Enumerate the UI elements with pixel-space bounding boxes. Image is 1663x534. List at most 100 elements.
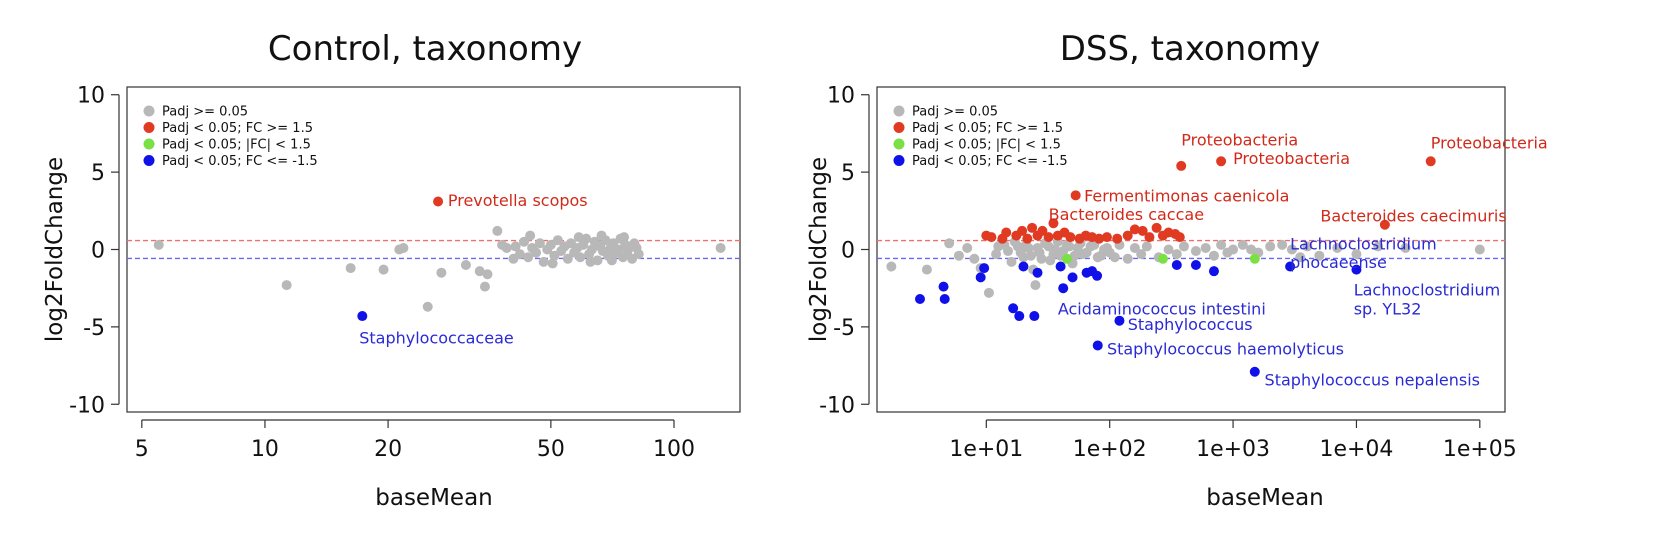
- x-tick-label: 50: [537, 437, 565, 462]
- data-point-grey: [1400, 242, 1411, 253]
- y-tick-label: 10: [77, 84, 105, 109]
- legend-marker: [143, 155, 155, 166]
- x-tick-label: 5: [135, 437, 149, 462]
- data-point-blue: [1032, 267, 1043, 278]
- data-point-blue: [1092, 270, 1103, 281]
- point-annotation: Staphylococcus haemolyticus: [1107, 340, 1344, 359]
- data-point-grey: [581, 233, 592, 244]
- plot-frame: [126, 86, 741, 413]
- data-point-grey: [514, 249, 525, 260]
- legend-marker: [143, 105, 155, 117]
- y-tick-label: -5: [83, 316, 105, 341]
- data-point-grey: [1015, 247, 1026, 258]
- data-point-grey: [1190, 246, 1201, 257]
- dss-panel: 10 5 0 -5 -10 1e+01 1e+02 1e+03 1e+04 1e+05 DSS, t…: [806, 29, 1548, 511]
- data-point-blue: [1067, 272, 1078, 283]
- data-point-blue: [1029, 311, 1040, 322]
- data-point-grey: [547, 258, 558, 269]
- x-axis-title: baseMean: [1206, 485, 1324, 511]
- legend-marker: [143, 122, 155, 133]
- data-point-grey: [479, 281, 490, 292]
- data-point-green: [1249, 253, 1260, 264]
- data-point-grey: [1178, 241, 1189, 252]
- legend-marker: [143, 138, 155, 150]
- data-point-red: [433, 196, 444, 207]
- data-point-grey: [1265, 241, 1276, 252]
- data-point-grey: [510, 241, 521, 252]
- data-point-blue: [1014, 311, 1025, 322]
- data-point-grey: [492, 225, 503, 236]
- x-axis-title: baseMean: [375, 485, 493, 511]
- data-point-red: [1379, 219, 1390, 230]
- point-annotation: Prevotella scopos: [448, 191, 588, 210]
- y-tick-label: 5: [91, 161, 105, 186]
- legend-marker: [893, 138, 905, 150]
- data-point-grey: [944, 238, 955, 249]
- x-tick-label: 1e+05: [1443, 437, 1517, 462]
- data-point-grey: [398, 242, 409, 253]
- y-axis-title: log2FoldChange: [42, 157, 68, 342]
- plot-frame: [876, 86, 1506, 413]
- data-point-grey: [525, 230, 536, 241]
- data-point-grey: [1163, 244, 1174, 255]
- legend-marker: [893, 155, 905, 166]
- data-point-grey: [953, 250, 964, 261]
- data-point-grey: [501, 242, 512, 253]
- data-point-blue: [938, 281, 949, 292]
- data-point-blue: [1114, 315, 1125, 326]
- point-annotation: Lachnoclostridium: [1290, 234, 1437, 253]
- point-annotation: Lachnoclostridium: [1354, 281, 1501, 300]
- data-point-grey: [552, 235, 563, 246]
- data-point-grey: [1025, 250, 1036, 261]
- data-point-grey: [460, 259, 471, 270]
- point-annotation: Staphylococcus: [1128, 315, 1253, 334]
- legend-label: Padj >= 0.05: [912, 105, 998, 120]
- data-point-grey: [531, 247, 542, 258]
- legend-label: Padj < 0.05; FC <= -1.5: [912, 154, 1068, 169]
- data-point-grey: [886, 261, 897, 272]
- point-annotation: phocaeense: [1290, 253, 1387, 272]
- data-point-blue: [1208, 266, 1219, 277]
- legend-label: Padj < 0.05; |FC| < 1.5: [162, 138, 311, 153]
- data-point-red: [1027, 222, 1038, 233]
- data-point-blue: [1008, 303, 1019, 314]
- data-point-red: [1065, 232, 1076, 243]
- point-annotation: Staphylococcaceae: [359, 329, 514, 348]
- point-annotation: Staphylococcus nepalensis: [1265, 371, 1480, 390]
- point-annotation: Fermentimonas caenicola: [1084, 186, 1289, 205]
- data-point-blue: [1171, 259, 1182, 270]
- legend-marker: [893, 122, 905, 133]
- data-point-grey: [606, 255, 617, 266]
- data-point-grey: [1277, 239, 1288, 250]
- data-point-grey: [1302, 241, 1313, 252]
- data-point-grey: [619, 232, 630, 243]
- data-point-grey: [575, 252, 586, 263]
- data-point-grey: [1095, 250, 1106, 261]
- data-point-red: [1070, 190, 1081, 201]
- x-tick-label: 1e+03: [1196, 437, 1270, 462]
- data-point-blue: [939, 294, 950, 305]
- data-point-grey: [1200, 242, 1211, 253]
- data-point-grey: [1351, 249, 1362, 260]
- data-point-blue: [979, 263, 990, 274]
- data-point-red: [1129, 224, 1140, 235]
- y-tick-label: 0: [91, 239, 105, 264]
- data-point-grey: [613, 244, 624, 255]
- data-point-grey: [573, 232, 584, 243]
- data-point-red: [1174, 232, 1185, 243]
- point-annotation: Acidaminococcus intestini: [1058, 299, 1266, 318]
- data-point-grey: [482, 269, 493, 280]
- data-point-grey: [633, 249, 644, 260]
- legend-marker: [893, 105, 905, 117]
- y-tick-label: 5: [841, 161, 855, 186]
- data-point-blue: [1018, 261, 1029, 272]
- data-point-blue: [1092, 340, 1103, 351]
- data-point-red: [1144, 232, 1155, 243]
- data-point-grey: [1314, 250, 1325, 261]
- data-point-grey: [1171, 249, 1182, 260]
- point-annotation: Bacteroides caecimuris: [1320, 206, 1506, 225]
- data-point-grey: [993, 241, 1004, 252]
- data-point-green: [1061, 253, 1072, 264]
